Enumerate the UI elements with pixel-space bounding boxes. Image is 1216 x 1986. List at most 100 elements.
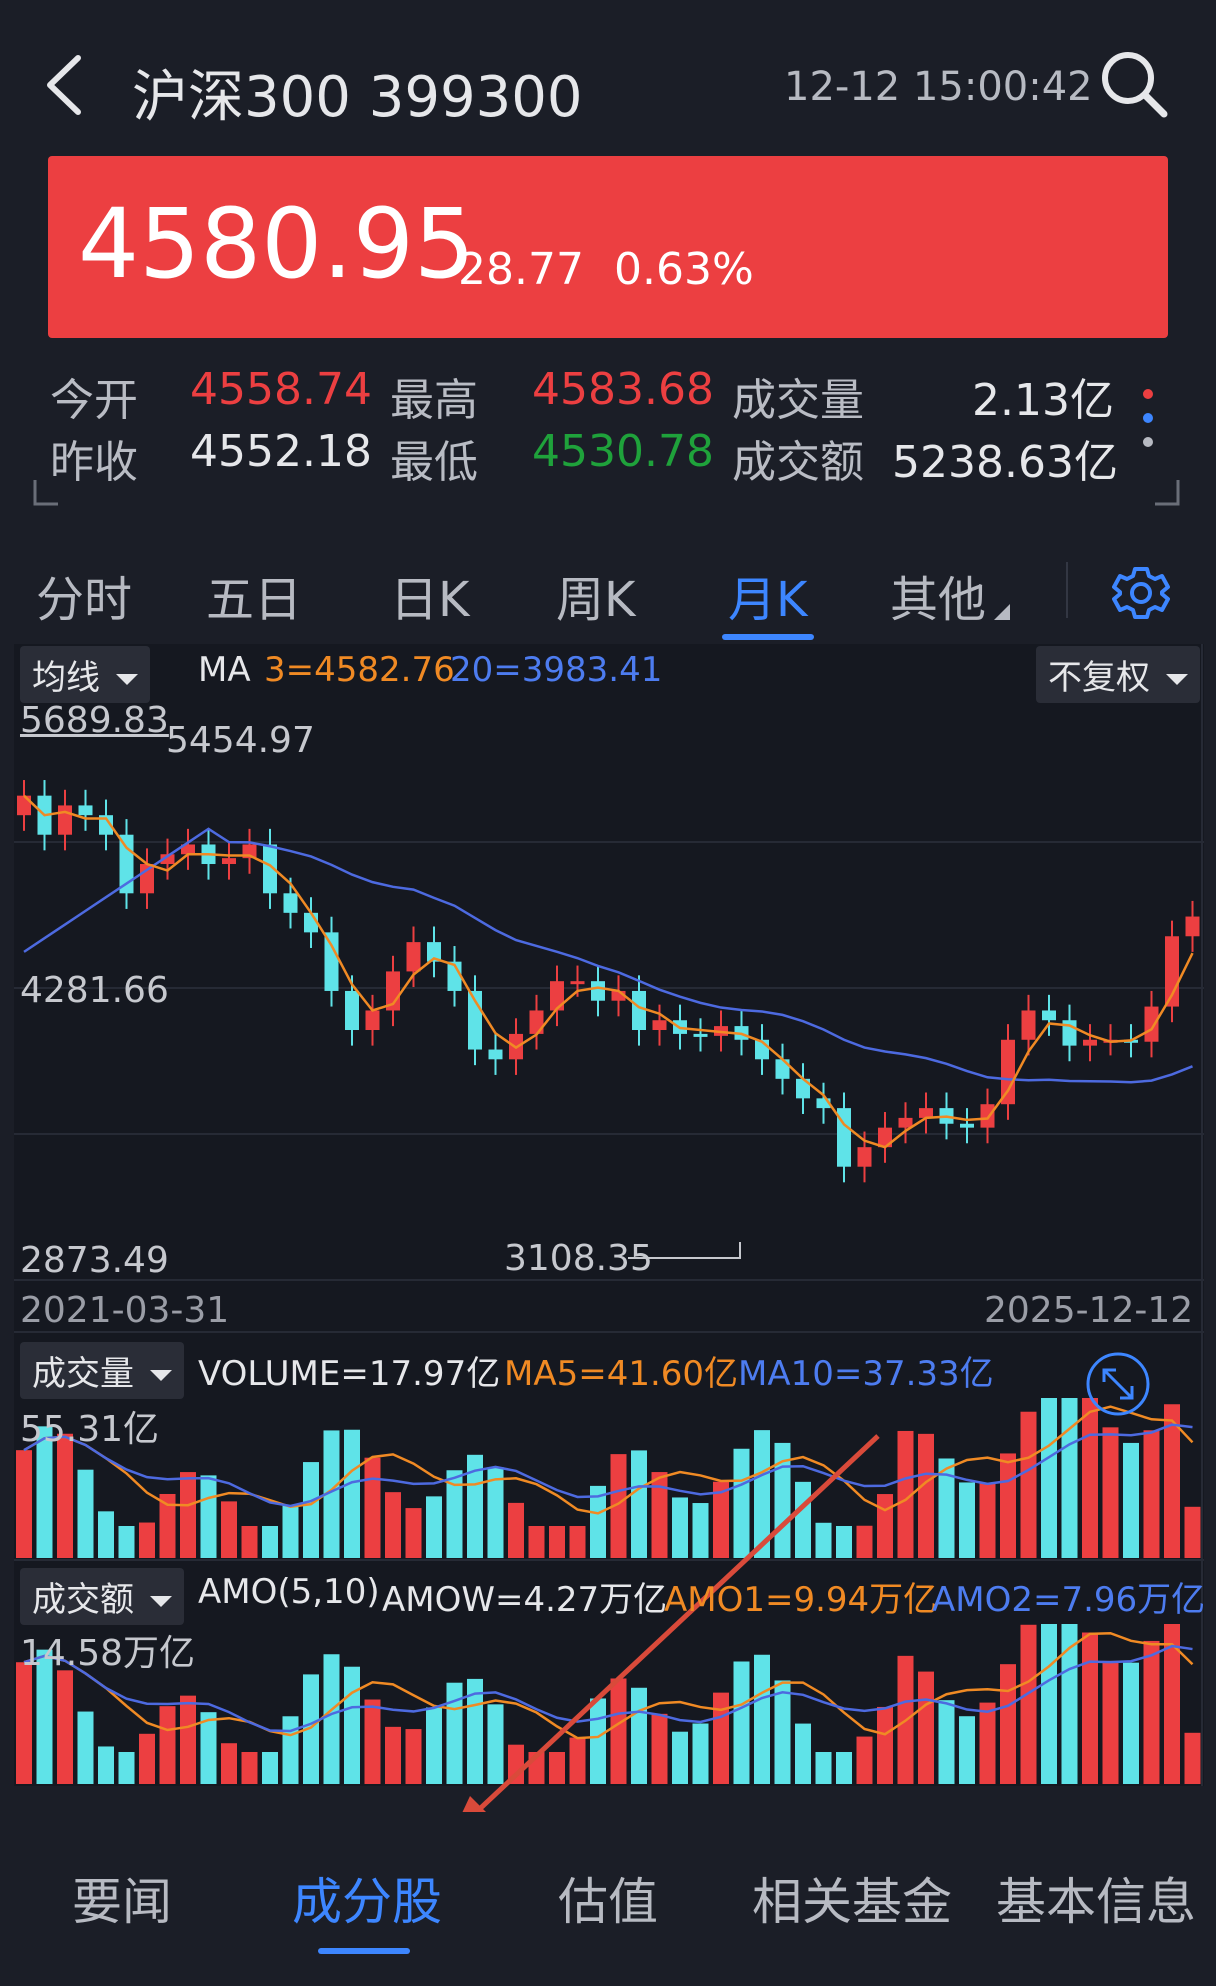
amount-select[interactable]: 成交额 (20, 1568, 184, 1625)
ma3-line (23, 794, 1194, 1149)
low-label: 最低 (390, 437, 478, 488)
volume-bar (262, 1526, 278, 1558)
volume-bar (979, 1702, 996, 1784)
low-marker-label: 3108.35 (504, 1238, 653, 1279)
candle-body (816, 1098, 831, 1109)
price-change: 28.77 (458, 244, 584, 295)
volume-bar (713, 1692, 729, 1784)
nav-news[interactable]: 要闻 (72, 1873, 172, 1931)
annotation-arrow (462, 1434, 880, 1812)
adjust-select-label: 不复权 (1048, 658, 1150, 698)
back-arrow-icon[interactable] (40, 50, 90, 120)
amow-value: AMOW=4.27万亿 (382, 1580, 668, 1620)
candle-body (406, 942, 421, 972)
volume-bar (754, 1430, 770, 1558)
page-title: 沪深300 399300 (132, 65, 583, 130)
adjust-select[interactable]: 不复权 (1036, 646, 1200, 703)
volume-bar (672, 1497, 688, 1558)
axis-min-label: 2873.49 (20, 1240, 169, 1281)
candle-body (99, 815, 113, 835)
ma-label: MA (198, 650, 251, 690)
amo2-value: AMO2=7.96万亿 (932, 1580, 1206, 1620)
tab-monthly-k[interactable]: 月K (728, 572, 808, 628)
volume-bar (508, 1502, 524, 1558)
prev-close-label: 昨收 (50, 437, 138, 488)
volume-select-label: 成交量 (32, 1354, 134, 1394)
candle-body (1021, 1010, 1036, 1040)
candle-body (919, 1108, 933, 1118)
volume-bar (467, 1454, 483, 1558)
indicator-select[interactable]: 均线 (20, 646, 150, 703)
candle-body (570, 981, 585, 985)
candle-body (775, 1059, 790, 1079)
candle-body (1001, 1039, 1015, 1105)
nav-constituents[interactable]: 成分股 (292, 1873, 442, 1931)
low-value: 4530.78 (532, 426, 714, 477)
volume-bar (200, 1712, 217, 1784)
search-icon[interactable] (1098, 48, 1170, 120)
more-dots-icon[interactable] (1140, 380, 1156, 460)
k-chart-svg[interactable] (0, 0, 1216, 1812)
tab-five-day[interactable]: 五日 (206, 572, 303, 628)
volume-bar (733, 1661, 750, 1784)
active-nav-indicator (318, 1948, 410, 1954)
amount-label: 成交额 (732, 437, 864, 488)
volume-ma5-line (23, 1405, 1194, 1515)
volume-ma10-line (23, 1423, 1193, 1508)
volume-bar (262, 1752, 278, 1784)
volume-bar (364, 1699, 381, 1784)
open-value: 4558.74 (190, 364, 372, 415)
volume-bar (733, 1448, 750, 1558)
volume-bar (36, 1649, 53, 1784)
volume-bar (815, 1522, 832, 1558)
tab-other-corner-icon (994, 604, 1010, 620)
volume-bar (590, 1698, 606, 1784)
nav-related-funds[interactable]: 相关基金 (752, 1873, 952, 1931)
nav-valuation[interactable]: 估值 (558, 1873, 658, 1931)
candle-body (427, 942, 441, 962)
volume-bar (1000, 1664, 1016, 1784)
volume-bar (118, 1752, 135, 1784)
volume-bar (1143, 1430, 1160, 1558)
top-bar: 沪深300 399300 12-12 15:00:42 (0, 0, 1216, 150)
candle-body (488, 1049, 503, 1060)
open-label: 今开 (50, 375, 138, 426)
volume-bar (692, 1723, 709, 1784)
corner-bracket-right (1155, 480, 1180, 506)
volume-bar (959, 1482, 975, 1558)
volume-bar (77, 1711, 94, 1784)
amount-value: 5238.63亿 (892, 437, 1118, 488)
tab-daily-k[interactable]: 日K (390, 572, 470, 628)
volume-bar (631, 1450, 647, 1558)
candle-body (17, 795, 31, 816)
candle-body (1185, 916, 1200, 937)
volume-bar (323, 1654, 340, 1784)
expand-icon[interactable] (1086, 1352, 1150, 1416)
amount-ma2-line (23, 1644, 1193, 1733)
candle-body (980, 1104, 995, 1128)
end-date: 2025-12-12 (984, 1290, 1194, 1331)
volume-bar (1123, 1662, 1139, 1784)
volume-bar (692, 1503, 709, 1558)
volume-bar (815, 1752, 832, 1784)
nav-basic-info[interactable]: 基本信息 (996, 1873, 1196, 1931)
candle-body (652, 1020, 667, 1031)
tab-other[interactable]: 其他 (890, 572, 987, 628)
volume-bar (241, 1752, 258, 1784)
volume-bar (16, 1450, 32, 1558)
tab-intraday[interactable]: 分时 (36, 572, 133, 628)
volume-bar (631, 1687, 647, 1784)
gear-icon[interactable] (1112, 564, 1170, 622)
quote-stats: 今开 4558.74 最高 4583.68 成交量 2.13亿 昨收 4552.… (0, 350, 1216, 520)
volume-bar (549, 1526, 565, 1558)
volume-bar (938, 1700, 955, 1784)
axis-mid-label: 4281.66 (20, 970, 169, 1011)
tab-weekly-k[interactable]: 周K (556, 572, 636, 628)
amo-label: AMO(5,10) (198, 1572, 380, 1612)
volume-bar (57, 1670, 73, 1784)
volume-select[interactable]: 成交量 (20, 1342, 184, 1399)
volume-bar (221, 1501, 237, 1558)
caret-down-icon (150, 1370, 172, 1381)
volume-bar (446, 1470, 463, 1558)
volume-bar (856, 1736, 873, 1784)
